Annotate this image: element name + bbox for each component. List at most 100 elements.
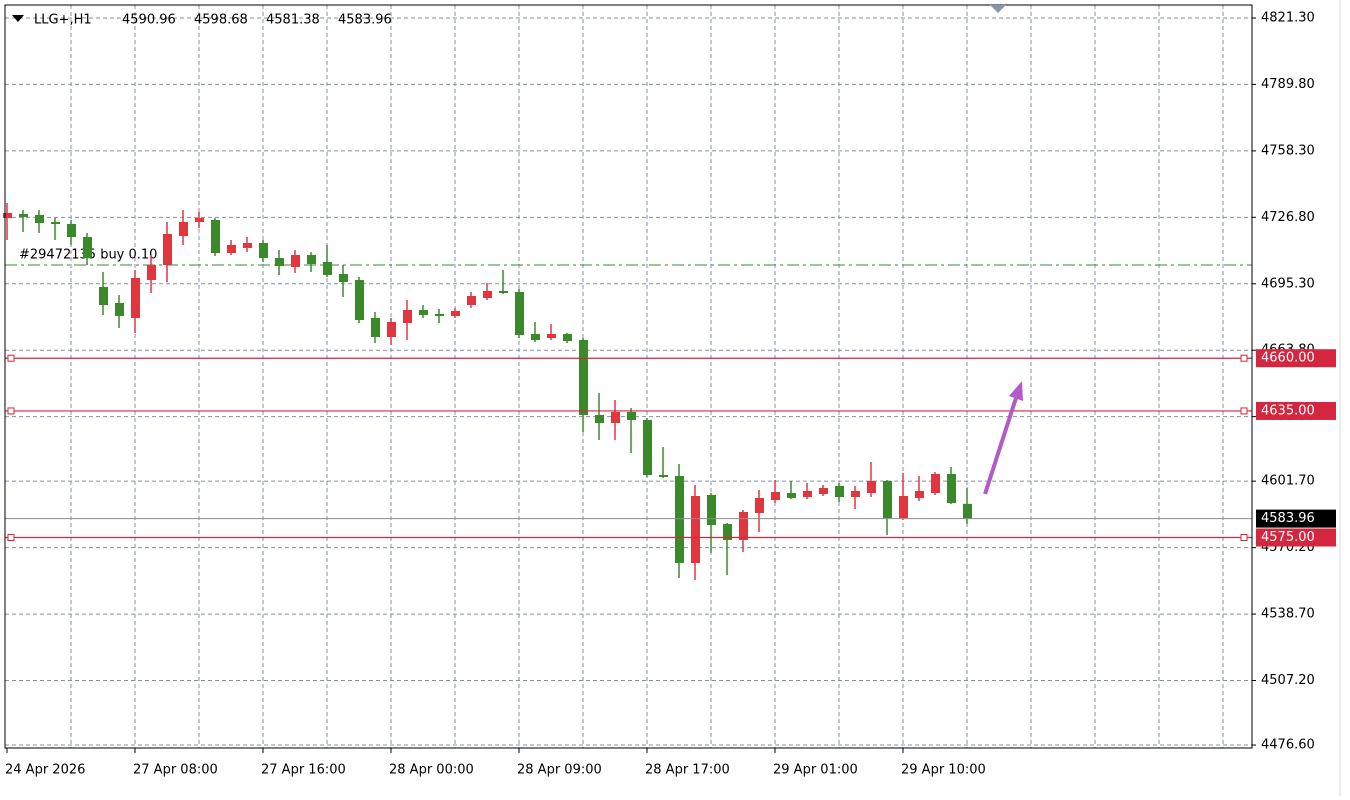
header-high: 4598.68 — [194, 13, 248, 28]
candle-body — [755, 497, 764, 513]
candle-body — [659, 475, 668, 478]
candle-body — [307, 255, 316, 264]
candle-body — [675, 475, 684, 564]
candle-body — [259, 243, 268, 259]
candle-body — [963, 503, 972, 519]
header-close: 4583.96 — [338, 13, 392, 28]
candle-body — [611, 412, 620, 423]
level-handle — [1240, 407, 1248, 415]
candle-body — [227, 244, 236, 254]
candle-body — [243, 243, 252, 249]
y-tick-label: 4476.60 — [1261, 738, 1315, 753]
level-label-box — [1256, 349, 1336, 368]
level-handle — [7, 534, 15, 542]
y-tick-label: 4507.20 — [1261, 673, 1315, 688]
candle-body — [131, 278, 140, 318]
shift-marker — [990, 5, 1006, 13]
x-tick-label: 28 Apr 09:00 — [517, 763, 602, 778]
candle-body — [339, 273, 348, 283]
x-tick-label: 29 Apr 10:00 — [901, 763, 986, 778]
candle-body — [195, 217, 204, 222]
level-handle — [7, 354, 15, 362]
candle-body — [467, 295, 476, 305]
candle-body — [819, 487, 828, 495]
level-label: 4635.00 — [1261, 403, 1315, 418]
level-handle — [1240, 534, 1248, 542]
plot-frame — [4, 4, 1253, 749]
candle-body — [835, 485, 844, 498]
candle-body — [115, 302, 124, 317]
candle-body — [99, 287, 108, 305]
candle-body — [803, 490, 812, 498]
candle-body — [275, 258, 284, 266]
level-label-box — [1256, 401, 1336, 420]
level-label: 4575.00 — [1261, 530, 1315, 545]
annotation-arrow — [983, 397, 1018, 495]
candle-body — [707, 494, 716, 525]
x-tick-label: 24 Apr 2026 — [5, 763, 85, 778]
header-triangle — [12, 15, 24, 22]
candle-body — [899, 495, 908, 518]
candle-body — [355, 280, 364, 320]
candle-body — [147, 265, 156, 281]
y-tick-label: 4789.80 — [1261, 77, 1315, 92]
candle-body — [483, 290, 492, 298]
y-tick-label: 4821.30 — [1261, 10, 1315, 25]
candle-body — [931, 473, 940, 493]
candle-body — [595, 414, 604, 423]
level-handle — [1240, 354, 1248, 362]
candle-body — [627, 412, 636, 420]
candle-body — [691, 495, 700, 564]
candle-body — [643, 419, 652, 476]
candle-body — [579, 339, 588, 415]
y-tick-label: 4538.70 — [1261, 607, 1315, 622]
marks-layer — [3, 202, 972, 581]
candle-body — [179, 221, 188, 237]
y-tick-label: 4601.70 — [1261, 474, 1315, 489]
candle-body — [771, 492, 780, 500]
x-tick-label: 28 Apr 17:00 — [645, 763, 730, 778]
candle-body — [163, 234, 172, 266]
candle-body — [547, 334, 556, 339]
x-tick-label: 27 Apr 08:00 — [133, 763, 218, 778]
x-tick-label: 28 Apr 00:00 — [389, 763, 474, 778]
candle-body — [499, 290, 508, 293]
annotation-arrow-head — [1009, 381, 1023, 401]
level-handle — [7, 407, 15, 415]
level-label-box — [1256, 528, 1336, 547]
candle-body — [915, 490, 924, 498]
candle-body — [371, 317, 380, 337]
overlay-layer: 4583.96 4660.00 4635.00 4575.00 — [5, 349, 1336, 547]
x-tick-label: 29 Apr 01:00 — [773, 763, 858, 778]
candle-body — [515, 292, 524, 335]
candle-body — [323, 261, 332, 276]
candle-body — [19, 214, 28, 218]
candle-body — [435, 314, 444, 317]
y-tick-label: 4695.30 — [1261, 276, 1315, 291]
candle-body — [51, 221, 60, 225]
candle-body — [563, 334, 572, 342]
candle-body — [403, 309, 412, 323]
bid-label-box — [1256, 509, 1336, 528]
bid-label: 4583.96 — [1261, 511, 1315, 526]
candle-body — [211, 219, 220, 254]
candle-body — [451, 311, 460, 317]
candle-body — [291, 255, 300, 267]
level-label: 4660.00 — [1261, 351, 1315, 366]
candle-body — [947, 473, 956, 503]
candle-body — [739, 512, 748, 540]
candle-body — [531, 334, 540, 340]
candle-body — [419, 309, 428, 315]
candle-body — [83, 236, 92, 259]
candle-body — [35, 214, 44, 223]
candle-body — [67, 224, 76, 237]
candle-body — [3, 212, 12, 218]
symbol-label: LLG+,H1 — [34, 13, 92, 28]
candle-body — [851, 490, 860, 498]
header-open: 4590.96 — [122, 13, 176, 28]
candle-body — [787, 492, 796, 498]
candle-body — [867, 480, 876, 493]
